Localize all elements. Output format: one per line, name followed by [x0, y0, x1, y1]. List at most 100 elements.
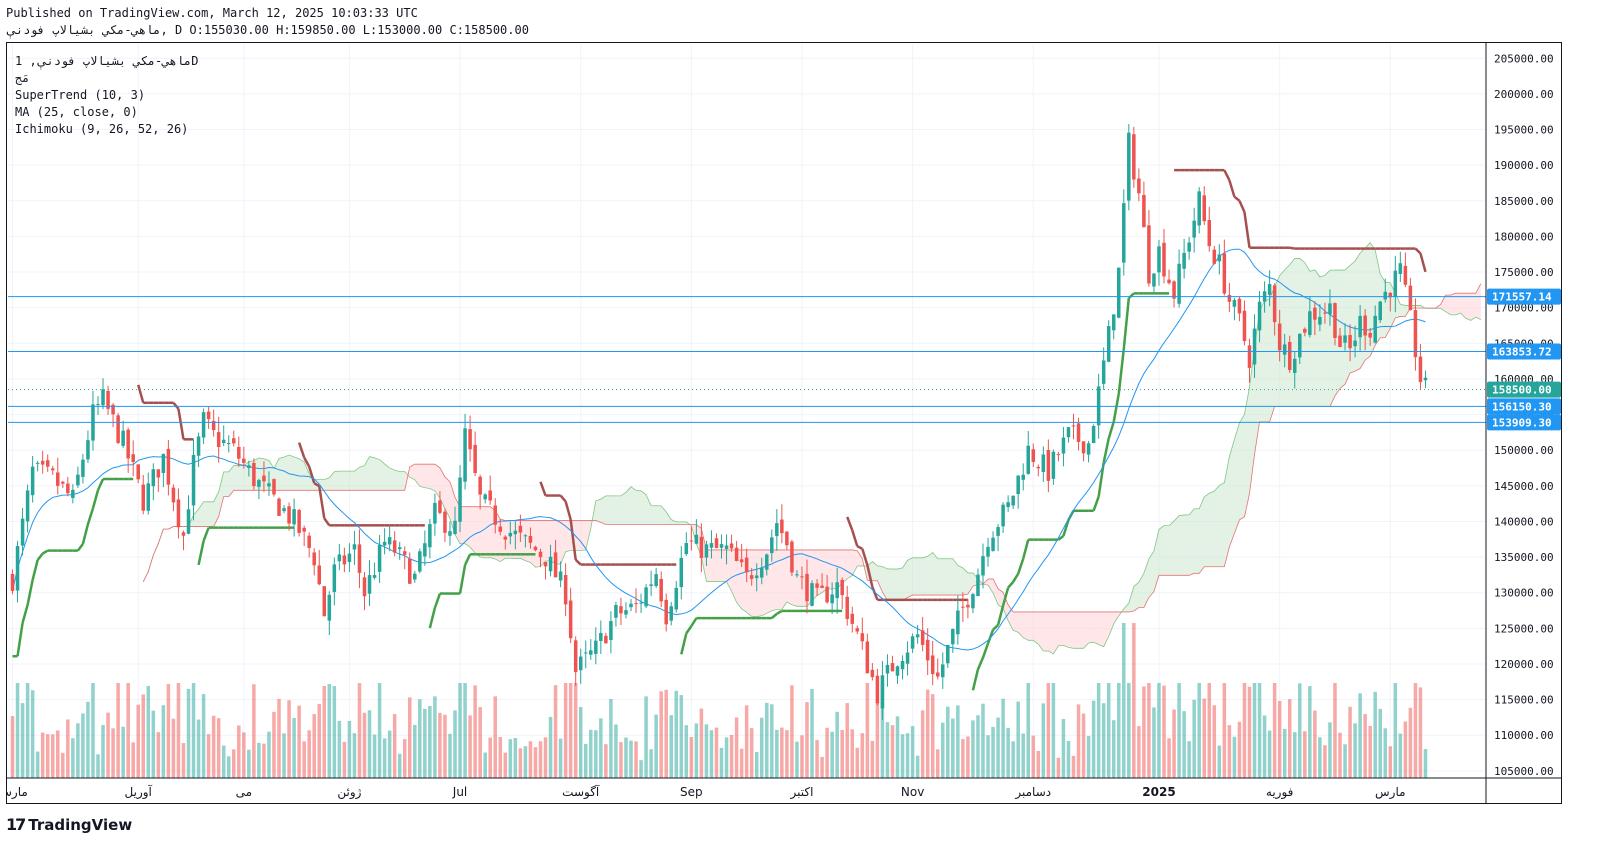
volume-bar [956, 705, 960, 778]
ichimoku-cloud-segment [434, 464, 440, 499]
supertrend-segment [1127, 292, 1135, 299]
ichimoku-cloud-segment [1158, 525, 1165, 576]
candle-body [362, 577, 367, 597]
candle-body [1257, 301, 1262, 331]
ichimoku-cloud-segment [198, 501, 204, 527]
ichimoku-cloud-segment [600, 495, 606, 525]
supertrend-segment [861, 548, 869, 566]
ichimoku-cloud-segment [530, 520, 536, 568]
ichimoku-cloud-segment [651, 505, 657, 525]
ichimoku-cloud-segment [289, 455, 295, 491]
candle-body [659, 578, 663, 602]
volume-bar [1132, 623, 1136, 778]
volume-bar [201, 694, 206, 778]
volume-bar [428, 706, 432, 778]
ichimoku-cloud-segment [1455, 293, 1461, 315]
legend-ichimoku[interactable]: Ichimoku (9, 26, 52, 26) [15, 122, 189, 136]
candle-body [136, 464, 140, 480]
supertrend-segment [564, 501, 572, 520]
supertrend-segment [1233, 195, 1241, 202]
volume-bar [629, 740, 633, 778]
candle-body [749, 575, 754, 579]
volume-bar [920, 710, 925, 778]
supertrend-segment [1017, 558, 1025, 575]
volume-bar [151, 710, 156, 778]
ichimoku-cloud-segment [243, 461, 249, 491]
volume-bar [402, 739, 407, 778]
time-tick-label: مارس [6, 785, 28, 800]
ichimoku-cloud-segment [203, 501, 209, 527]
volume-bar [1323, 745, 1327, 778]
candle-body [845, 596, 849, 620]
volume-bar [910, 726, 915, 778]
candle-body [875, 675, 880, 704]
candle-body [418, 551, 422, 572]
legend-supertrend[interactable]: SuperTrend (10, 3) [15, 88, 146, 102]
ichimoku-cloud-segment [394, 470, 400, 491]
candle-body [171, 487, 176, 503]
candle-body [161, 453, 166, 474]
price-chart[interactable]: 205000.00 200000.00 195000.00 190000.00 1850… [6, 42, 1562, 804]
volume-bar [377, 683, 382, 778]
volume-bar [1212, 705, 1217, 778]
supertrend-segment [1007, 581, 1015, 589]
candle-body [216, 432, 221, 448]
ichimoku-cloud-segment [1008, 604, 1014, 631]
volume-bar [1292, 732, 1297, 778]
volume-bar [905, 733, 910, 778]
volume-bar [498, 737, 503, 778]
ichimoku-cloud-segment [882, 566, 888, 601]
volume-bar [20, 703, 25, 778]
supertrend-segment [1102, 438, 1110, 464]
ichimoku-cloud-segment [223, 471, 229, 497]
ichimoku-cloud-segment [575, 520, 581, 551]
volume-bar [1081, 713, 1086, 778]
candle-body [694, 534, 699, 544]
candle-body [971, 594, 975, 609]
volume-bar [649, 749, 653, 778]
volume-bar [1282, 728, 1287, 778]
ichimoku-cloud-segment [776, 549, 782, 610]
ichimoku-cloud-segment [1380, 274, 1386, 338]
ichimoku-cloud-segment [721, 549, 727, 582]
volume-bar [805, 702, 809, 778]
candle-body [272, 479, 276, 495]
ichimoku-cloud-segment [1209, 491, 1215, 567]
candle-body [71, 489, 75, 498]
volume-bar [951, 718, 955, 778]
price-line-label: 153909.30 [1492, 416, 1552, 429]
volume-bar [1021, 733, 1025, 778]
candle-body [201, 412, 206, 438]
volume-bar [835, 711, 839, 778]
candle-body [1207, 220, 1212, 247]
volume-bar [61, 752, 65, 778]
volume-bar [1001, 698, 1005, 778]
price-tick-label: 190000.00 [1494, 159, 1554, 172]
supertrend-segment [574, 558, 582, 566]
ichimoku-cloud-segment [1108, 611, 1114, 637]
volume-bar [413, 724, 417, 778]
ichimoku-cloud-segment [309, 473, 315, 491]
volume-bar [1051, 683, 1056, 778]
supertrend-segment [16, 622, 24, 657]
price-tick-label: 145000.00 [1494, 480, 1554, 493]
candle-body [20, 518, 25, 546]
volume-bar [171, 718, 176, 778]
volume-bar [981, 703, 985, 778]
ichimoku-cloud-segment [1440, 295, 1446, 312]
volume-bar [1348, 706, 1352, 778]
candle-body [1056, 454, 1061, 456]
candle-body [1076, 423, 1081, 442]
volume-bar [986, 735, 990, 778]
volume-bar [443, 714, 447, 778]
time-tick-label: Nov [901, 785, 924, 799]
candle-body [498, 526, 503, 532]
volume-bar [1157, 683, 1161, 778]
candle-body [704, 544, 709, 558]
ichimoku-cloud-segment [998, 588, 1004, 609]
ichimoku-cloud-segment [213, 491, 219, 527]
candle-body [282, 508, 286, 512]
ichimoku-cloud-segment [238, 465, 244, 491]
legend-ma[interactable]: MA (25, close, 0) [15, 105, 138, 119]
time-tick-label: Sep [680, 785, 703, 799]
